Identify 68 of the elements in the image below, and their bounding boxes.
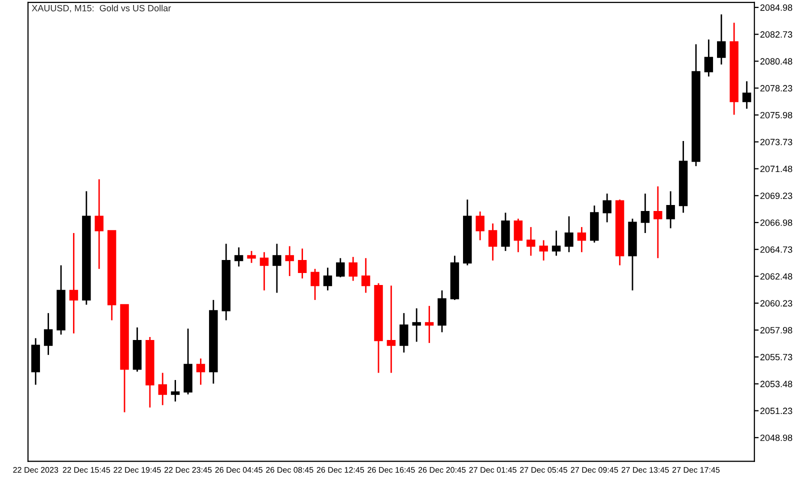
y-tick-label: 2062.48 xyxy=(760,273,792,280)
candlestick xyxy=(170,379,180,402)
candlestick xyxy=(552,230,561,256)
candlestick xyxy=(424,305,434,344)
candlestick xyxy=(640,192,650,234)
x-tick-label: 22 Dec 2023 xyxy=(13,467,58,473)
candlestick xyxy=(260,251,269,292)
candlestick xyxy=(94,178,104,270)
candlestick xyxy=(298,248,307,280)
candlestick xyxy=(717,14,726,66)
y-tick-label: 2069.23 xyxy=(760,192,792,199)
candlestick xyxy=(539,240,548,262)
y-tick-label: 2071.48 xyxy=(760,166,792,172)
y-tick-label: 2084.98 xyxy=(760,4,792,11)
candlestick xyxy=(400,312,408,354)
candlestick xyxy=(336,257,345,278)
candlestick xyxy=(196,358,206,386)
x-tick-label: 27 Dec 17:45 xyxy=(672,467,720,473)
y-tick-label: 2064.73 xyxy=(760,246,792,253)
candlestick xyxy=(704,38,714,78)
candlestick xyxy=(488,222,498,262)
candlestick xyxy=(348,256,358,282)
y-tick-label: 2073.73 xyxy=(760,138,792,146)
chart-title: XAUUSD, M15: Gold vs US Dollar xyxy=(32,4,171,12)
candlestick xyxy=(272,243,282,294)
y-tick-label: 2051.23 xyxy=(760,408,792,414)
y-tick-label: 2075.98 xyxy=(760,112,792,118)
x-tick-label: 27 Dec 01:45 xyxy=(469,467,516,473)
candlestick xyxy=(285,245,294,277)
candlestick xyxy=(69,232,78,334)
x-tick-label: 26 Dec 08:45 xyxy=(266,467,314,473)
candlestick xyxy=(514,218,523,253)
y-tick-label: 2057.98 xyxy=(760,327,792,334)
candlestick xyxy=(386,284,396,374)
x-tick-label: 27 Dec 13:45 xyxy=(622,467,669,473)
candlestick xyxy=(564,216,574,253)
x-tick-label: 26 Dec 12:45 xyxy=(316,467,364,473)
candlestick xyxy=(476,210,484,241)
y-tick-label: 2048.98 xyxy=(760,434,792,441)
y-tick-label: 2082.73 xyxy=(760,31,792,38)
y-tick-label: 2060.23 xyxy=(760,300,792,307)
x-tick-label: 26 Dec 04:45 xyxy=(215,467,262,473)
y-tick-label: 2055.73 xyxy=(760,354,792,360)
y-tick-label: 2053.48 xyxy=(760,380,792,388)
candlestick xyxy=(666,190,675,229)
x-tick-label: 22 Dec 23:45 xyxy=(164,467,212,473)
y-tick-label: 2080.48 xyxy=(760,58,792,65)
candlestick xyxy=(602,192,612,223)
candlestick xyxy=(44,312,53,356)
candlestick xyxy=(361,257,370,294)
x-tick-label: 22 Dec 15:45 xyxy=(62,467,110,473)
candlestick xyxy=(310,268,320,301)
x-tick-label: 27 Dec 09:45 xyxy=(570,467,618,473)
x-tick-label: 22 Dec 19:45 xyxy=(114,467,161,473)
x-tick-label: 27 Dec 05:45 xyxy=(520,467,568,473)
candlestick xyxy=(234,246,244,268)
y-tick-label: 2078.23 xyxy=(760,85,792,92)
candlestick xyxy=(412,308,421,342)
y-tick-label: 2066.98 xyxy=(760,219,792,226)
candlestick xyxy=(323,266,332,292)
candlestick xyxy=(654,186,662,259)
candlestick xyxy=(577,226,586,253)
x-tick-label: 26 Dec 20:45 xyxy=(418,467,466,473)
candlestick xyxy=(526,226,536,256)
candlestick xyxy=(742,80,752,110)
candlestick xyxy=(158,372,167,406)
candlestick xyxy=(247,250,256,264)
x-tick-label: 26 Dec 16:45 xyxy=(368,467,415,473)
